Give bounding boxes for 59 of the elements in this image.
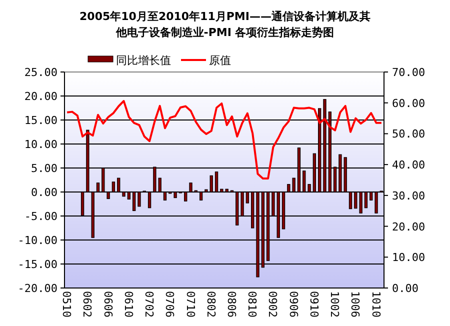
bar <box>214 172 218 192</box>
y-tick-label: 0.00 <box>31 186 58 199</box>
bar <box>370 192 373 200</box>
y2-tick-label: 50.00 <box>392 128 426 141</box>
y-tick-label: 20.00 <box>24 90 58 103</box>
y2-tick-label: 10.00 <box>392 251 426 264</box>
bar <box>374 192 378 214</box>
x-tick-label: 0710 <box>184 291 197 318</box>
y2-tick-label: 30.00 <box>392 189 426 202</box>
x-tick-label: 0810 <box>246 291 259 318</box>
bar <box>127 192 131 200</box>
bar <box>302 170 306 192</box>
y2-tick-label: 60.00 <box>392 96 426 110</box>
legend-label: 同比增长值 <box>116 54 171 67</box>
bar <box>210 175 213 192</box>
y-tick-label: -20.00 <box>18 282 58 295</box>
bar <box>122 192 126 197</box>
bar <box>117 178 120 192</box>
bar <box>189 182 192 192</box>
bar <box>112 182 116 192</box>
bar <box>96 182 100 192</box>
y-tick-label: -15.00 <box>18 258 58 271</box>
x-tick-label: 1006 <box>348 291 362 318</box>
x-tick-label: 0902 <box>266 291 280 318</box>
x-tick-label: 0706 <box>163 291 176 318</box>
y-tick-label: 5.00 <box>31 162 58 175</box>
y2-tick-label: 0.00 <box>392 282 418 295</box>
x-tick-label: 0606 <box>101 291 114 318</box>
y2-tick-label: 20.00 <box>392 220 426 234</box>
bar <box>348 192 352 210</box>
y-tick-label: 10.00 <box>24 138 58 151</box>
y-tick-label: 25.00 <box>24 66 58 79</box>
legend-label: 原值 <box>209 54 231 67</box>
bar <box>132 192 136 212</box>
y-tick-label: -5.00 <box>24 210 58 223</box>
x-tick-label: 0702 <box>142 291 156 318</box>
x-tick-label: 1010 <box>369 291 382 318</box>
bar <box>163 192 167 200</box>
bar <box>184 192 188 202</box>
bar <box>364 192 368 208</box>
x-tick-label: 0910 <box>307 291 320 318</box>
x-tick-label: 0802 <box>204 291 218 318</box>
y-tick-label: 15.00 <box>24 114 58 127</box>
x-tick-label: 0602 <box>80 291 94 318</box>
y2-tick-label: 70.00 <box>392 66 426 79</box>
bar <box>148 192 152 208</box>
bar <box>199 192 203 200</box>
bar <box>308 184 311 192</box>
x-tick-label: 0510 <box>60 291 74 318</box>
bar <box>246 192 250 204</box>
x-tick-label: 0806 <box>224 291 238 318</box>
x-tick-label: 1002 <box>328 291 342 318</box>
x-tick-label: 0906 <box>286 291 300 318</box>
bar <box>204 189 208 192</box>
y-tick-label: -10.00 <box>18 234 58 247</box>
x-tick-label: 0610 <box>122 291 135 318</box>
y2-tick-label: 40.00 <box>392 158 426 172</box>
bar <box>138 192 141 207</box>
chart-title: 2005年10月至2010年11月PMI——通信设备计算机及其他电子设备制造业-PMI 各项衍生指标走势图 <box>80 10 370 39</box>
